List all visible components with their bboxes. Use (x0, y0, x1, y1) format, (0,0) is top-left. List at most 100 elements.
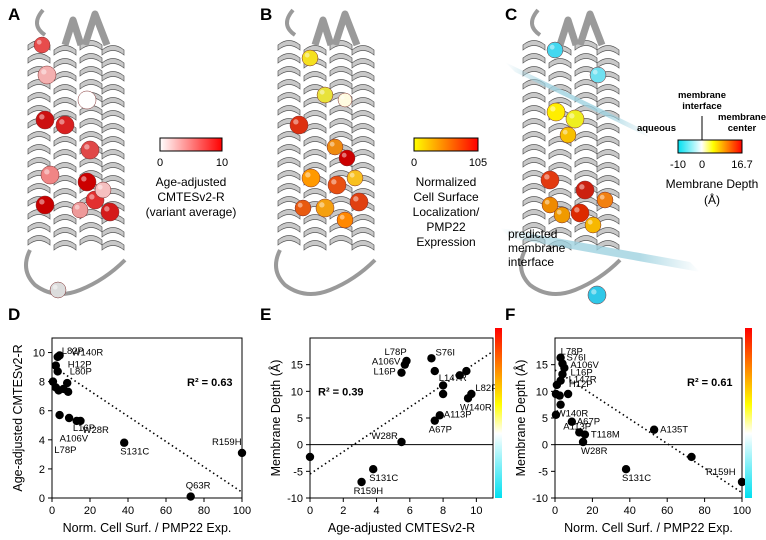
colorbar-b-min: 0 (411, 157, 417, 169)
helix-segment (596, 227, 620, 238)
helix-segment (53, 58, 77, 69)
helix-segment (303, 110, 327, 121)
data-point (435, 411, 444, 420)
point-label: L16P (374, 367, 396, 378)
y-axis-title: Membrane Depth (Å) (268, 360, 283, 477)
helix-segment (596, 123, 620, 134)
colorbar-a-caption-3: (variant average) (146, 205, 237, 219)
data-point (649, 425, 659, 434)
colorbar-b-caption-1: Normalized (416, 175, 477, 189)
y-tick-label: 0 (39, 493, 45, 505)
y-axis-title: Membrane Depth (Å) (513, 360, 528, 477)
helix-segment (101, 45, 125, 56)
data-point (551, 410, 561, 419)
point-label: L82P (62, 346, 84, 357)
data-point (578, 437, 588, 447)
helix-segment (79, 53, 103, 64)
helix-segment (79, 222, 103, 233)
sphere-highlight (574, 207, 580, 213)
helix-segment (596, 214, 620, 225)
predicted-interface-label-1: predicted (508, 227, 557, 241)
helix-segment (27, 157, 51, 168)
helix-segment (277, 183, 301, 194)
colorbar-c-mid-label-2: interface (682, 101, 722, 112)
beta-strand (61, 16, 85, 47)
y-tick-label: 2 (39, 464, 45, 476)
helix-segment (548, 149, 572, 160)
point-label: L80P (70, 366, 92, 377)
x-tick-label: 0 (307, 505, 313, 517)
residue-sphere (338, 149, 356, 167)
residue-sphere (553, 206, 571, 224)
helix-segment (351, 45, 375, 56)
residue-sphere (37, 65, 57, 85)
data-point (552, 380, 562, 390)
beta-strand (81, 10, 111, 47)
helix-segment (79, 131, 103, 142)
colorbar-a-caption-2: CMTESv2-R (157, 190, 225, 204)
point-label: S131C (369, 473, 398, 484)
sphere-highlight (562, 129, 568, 135)
sphere-highlight (319, 89, 325, 95)
data-point (558, 370, 567, 379)
y-axis-title: Age-adjusted CMTESv2-R (11, 344, 25, 491)
y-tick-label: 6 (39, 406, 45, 418)
helix-segment (277, 170, 301, 181)
helix-segment (79, 235, 103, 246)
helix-segment (303, 149, 327, 160)
panel-label-f: F (505, 305, 515, 324)
helix-segment (303, 136, 327, 147)
data-point (237, 448, 247, 458)
sphere-highlight (41, 69, 47, 75)
x-tick-label: 0 (49, 505, 55, 517)
helix-segment (53, 162, 77, 173)
helix-segment (53, 71, 77, 82)
point-label: A67P (429, 425, 452, 436)
helix-segment (522, 196, 546, 207)
colorbar-b-caption-3: Localization/ (413, 205, 480, 219)
sphere-highlight (89, 194, 95, 200)
point-label: A113P (444, 409, 472, 420)
colorbar-c-mid-label-1: membrane (678, 90, 726, 101)
y-tick-label: 15 (536, 360, 548, 372)
r-squared-label: R² = 0.61 (687, 377, 733, 389)
sphere-highlight (579, 184, 585, 190)
trend-line (554, 369, 743, 494)
helix-segment (101, 84, 125, 95)
data-point (64, 413, 74, 423)
helix-segment (351, 136, 375, 147)
helix-segment (53, 214, 77, 225)
data-point (438, 389, 448, 399)
helix-segment (101, 136, 125, 147)
residue-sphere (546, 102, 566, 122)
sphere-highlight (52, 284, 58, 290)
point-label: A67P (577, 417, 600, 428)
residue-sphere (575, 180, 595, 200)
helix-segment (548, 71, 572, 82)
plot-frame (51, 337, 243, 499)
x-tick-label: 60 (661, 505, 673, 517)
helix-segment (522, 131, 546, 142)
beta-strand (556, 16, 580, 47)
y-tick-label: -10 (532, 493, 548, 505)
x-axis-title: Age-adjusted CMTESv2-R (328, 521, 475, 535)
colorbar-c-tick-3: 16.7 (731, 159, 752, 171)
helix-segment (574, 170, 598, 181)
x-tick-label: 80 (198, 505, 210, 517)
point-label: H12P (569, 379, 593, 390)
helix-segment (79, 79, 103, 90)
data-point (400, 360, 410, 369)
x-tick-label: 6 (407, 505, 413, 517)
helix-segment (329, 105, 353, 116)
helix-segment (351, 214, 375, 225)
point-label: L78P (54, 445, 76, 456)
y-tick-label: 10 (33, 348, 45, 360)
colorbar-a (159, 137, 223, 152)
x-tick-label: 40 (122, 505, 134, 517)
residue-sphere (346, 169, 364, 187)
data-point (555, 391, 564, 400)
helix-segment (101, 227, 125, 238)
residue-sphere (77, 90, 97, 110)
data-point (397, 437, 406, 447)
